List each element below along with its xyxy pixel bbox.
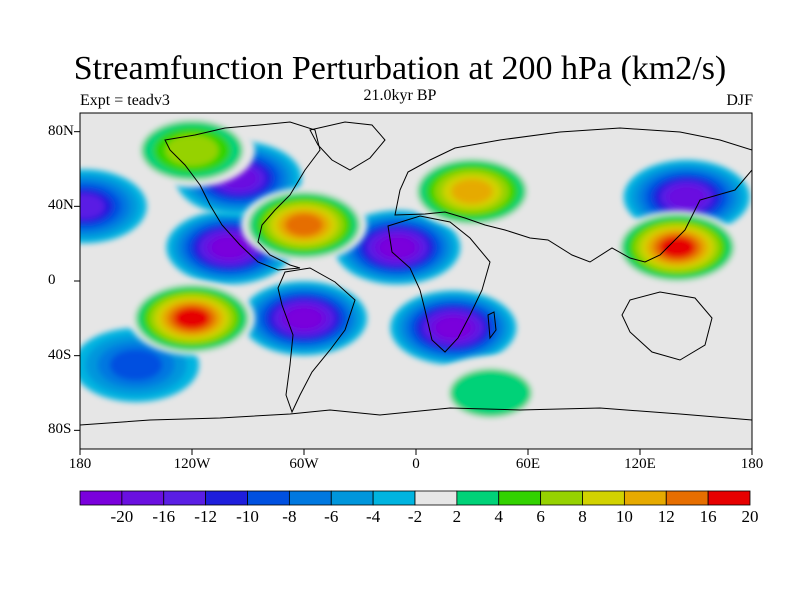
colorbar-swatch — [163, 490, 207, 506]
colorbar-label: -12 — [194, 507, 217, 526]
contour-band — [286, 307, 322, 329]
colorbar-swatch — [707, 490, 751, 506]
colorbar-label: 12 — [657, 507, 675, 526]
colorbar-swatch — [205, 490, 248, 506]
colorbar-swatch — [121, 490, 165, 506]
contour-band — [109, 349, 163, 381]
colorbar-label: 20 — [741, 507, 759, 526]
x-tick-label: 180 — [68, 456, 92, 472]
x-tick-label: 180 — [740, 456, 764, 472]
colorbar-swatch — [665, 490, 709, 506]
contour-band — [174, 307, 210, 329]
y-tick-label: 40N — [48, 197, 74, 214]
field-feature — [129, 281, 255, 356]
field-feature — [129, 113, 255, 188]
season-label: DJF — [726, 92, 753, 109]
x-tick-label: 0 — [412, 456, 420, 472]
time-label: 21.0kyr BP — [363, 87, 437, 104]
contour-band — [165, 134, 219, 166]
x-tick-label: 60E — [515, 456, 541, 472]
colorbar-swatch — [79, 490, 123, 506]
colorbar-label: 4 — [494, 507, 504, 526]
colorbar-label: -2 — [407, 507, 423, 526]
contour-band — [449, 368, 532, 418]
axis-ticks — [74, 131, 753, 455]
y-tick-label: 80N — [48, 122, 74, 139]
field-feature — [241, 188, 367, 262]
field-feature — [390, 290, 517, 365]
colorbar-swatch — [330, 490, 374, 506]
plot-title: Streamfunction Perturbation at 200 hPa (… — [73, 50, 727, 87]
colorbar-label: -8 — [282, 507, 297, 526]
colorbar-label: -4 — [366, 507, 381, 526]
contour-band — [451, 179, 493, 204]
colorbar-label: -20 — [110, 507, 134, 526]
colorbar-swatch — [288, 490, 332, 506]
contour-band — [667, 185, 706, 209]
contour-band — [379, 236, 416, 259]
colorbar-swatch — [623, 490, 667, 506]
colorbar-label: 16 — [699, 507, 717, 526]
colorbar-swatch — [372, 490, 416, 506]
experiment-label: Expt = teadv3 — [80, 92, 170, 109]
field-feature — [334, 210, 461, 285]
field-feature — [614, 210, 741, 285]
x-tick-label: 60W — [289, 456, 319, 472]
streamfunction-field — [80, 113, 750, 430]
contour-band — [285, 213, 323, 237]
colorbar-swatch — [414, 490, 458, 506]
contour-band — [659, 236, 696, 259]
contour-band — [80, 193, 105, 219]
colorbar — [79, 490, 751, 506]
colorbar-label: 6 — [536, 507, 545, 526]
coastlines — [80, 121, 752, 426]
colorbar-label: 8 — [578, 507, 587, 526]
field-feature — [241, 281, 367, 356]
colorbar-swatch — [247, 490, 290, 506]
colorbar-label: 10 — [615, 507, 633, 526]
colorbar-label: -10 — [236, 507, 259, 526]
field-feature — [427, 356, 554, 430]
colorbar-label: -16 — [152, 507, 176, 526]
field-feature — [409, 154, 535, 229]
colorbar-swatch — [498, 490, 542, 506]
colorbar-swatch — [540, 490, 583, 506]
y-tick-label: 40S — [48, 346, 72, 363]
contour-band — [211, 236, 248, 259]
y-tick-label: 80S — [48, 421, 72, 438]
contour-band — [435, 317, 472, 339]
colorbar-label: -6 — [324, 507, 339, 526]
colorbar-swatch — [582, 490, 625, 506]
colorbar-label: 2 — [452, 507, 462, 526]
x-tick-label: 120E — [624, 456, 656, 472]
colorbar-swatch — [456, 490, 500, 506]
y-tick-label: 0 — [48, 272, 56, 288]
x-tick-label: 120W — [173, 456, 211, 472]
field-feature — [80, 169, 147, 244]
